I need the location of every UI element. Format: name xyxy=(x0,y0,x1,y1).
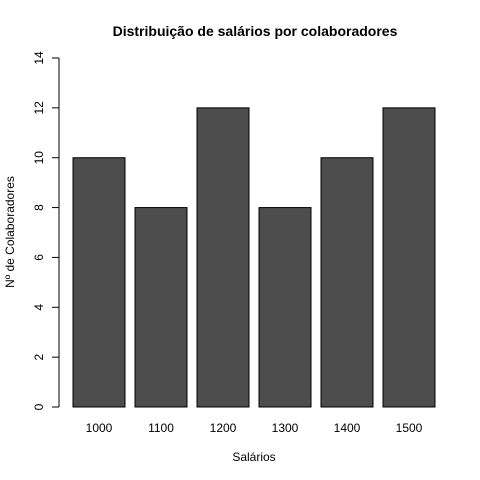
y-tick-label: 6 xyxy=(32,254,46,261)
x-tick-label: 1000 xyxy=(86,421,113,435)
y-tick-label: 12 xyxy=(32,101,46,115)
x-tick-labels: 1000 1100 1200 1300 1400 1500 xyxy=(86,421,423,435)
y-axis-label: Nº de Colaboradores xyxy=(3,176,17,288)
x-tick-label: 1500 xyxy=(396,421,423,435)
chart-title: Distribuição de salários por colaborador… xyxy=(113,23,398,39)
x-axis-label: Salários xyxy=(232,450,275,464)
y-tick-label: 14 xyxy=(32,51,46,65)
bar-1200 xyxy=(196,107,250,408)
y-tick-label: 0 xyxy=(32,403,46,410)
bars-group xyxy=(72,107,436,408)
bar-1300 xyxy=(258,207,312,408)
y-tick-label: 4 xyxy=(32,304,46,311)
y-tick-label: 10 xyxy=(32,151,46,165)
bar-1000 xyxy=(72,157,126,408)
x-tick-label: 1300 xyxy=(272,421,299,435)
x-tick-label: 1100 xyxy=(148,421,174,435)
bar-1400 xyxy=(320,157,374,408)
bar-1500 xyxy=(382,107,436,408)
bar-1100 xyxy=(134,207,188,408)
y-axis: 0 2 4 6 8 10 12 14 xyxy=(32,51,60,410)
x-tick-label: 1200 xyxy=(210,421,237,435)
x-tick-label: 1400 xyxy=(334,421,361,435)
y-tick-label: 8 xyxy=(32,204,46,211)
y-tick-label: 2 xyxy=(32,353,46,360)
